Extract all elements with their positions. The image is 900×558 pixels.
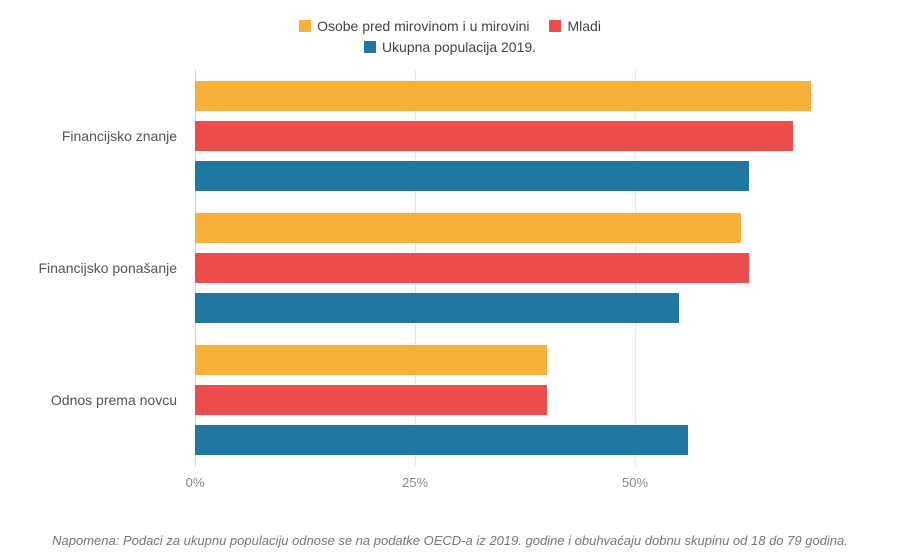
legend: Osobe pred mirovinom i u mirovini Mladi Uk… [0,16,900,58]
bar-retirees [195,213,741,243]
legend-label: Osobe pred mirovinom i u mirovini [317,16,529,36]
category-group: Financijsko ponašanje [195,202,855,334]
category-label: Odnos prema novcu [5,392,185,408]
legend-label: Ukupna populacija 2019. [382,37,536,57]
x-tick-label: 50% [622,475,648,490]
legend-item-total2019: Ukupna populacija 2019. [364,37,536,57]
bar-total2019 [195,293,679,323]
category-group: Financijsko znanje [195,70,855,202]
category-label: Financijsko ponašanje [5,260,185,276]
footnote-text: Napomena: Podaci za ukupnu populaciju od… [0,533,900,548]
category-label: Financijsko znanje [5,128,185,144]
legend-swatch [364,41,376,53]
bar-total2019 [195,425,688,455]
bar-retirees [195,345,547,375]
legend-swatch [549,20,561,32]
legend-item-youth: Mladi [549,16,600,36]
bar-youth [195,121,793,151]
category-group: Odnos prema novcu [195,334,855,466]
bar-total2019 [195,161,749,191]
bar-retirees [195,81,811,111]
legend-item-retirees: Osobe pred mirovinom i u mirovini [299,16,529,36]
chart-container: Osobe pred mirovinom i u mirovini Mladi Uk… [0,0,900,558]
plot-area: 0%25%50%Financijsko znanjeFinancijsko po… [195,70,855,490]
bar-youth [195,385,547,415]
x-tick-label: 25% [402,475,428,490]
legend-label: Mladi [567,16,600,36]
x-tick-label: 0% [186,475,205,490]
bar-youth [195,253,749,283]
legend-swatch [299,20,311,32]
